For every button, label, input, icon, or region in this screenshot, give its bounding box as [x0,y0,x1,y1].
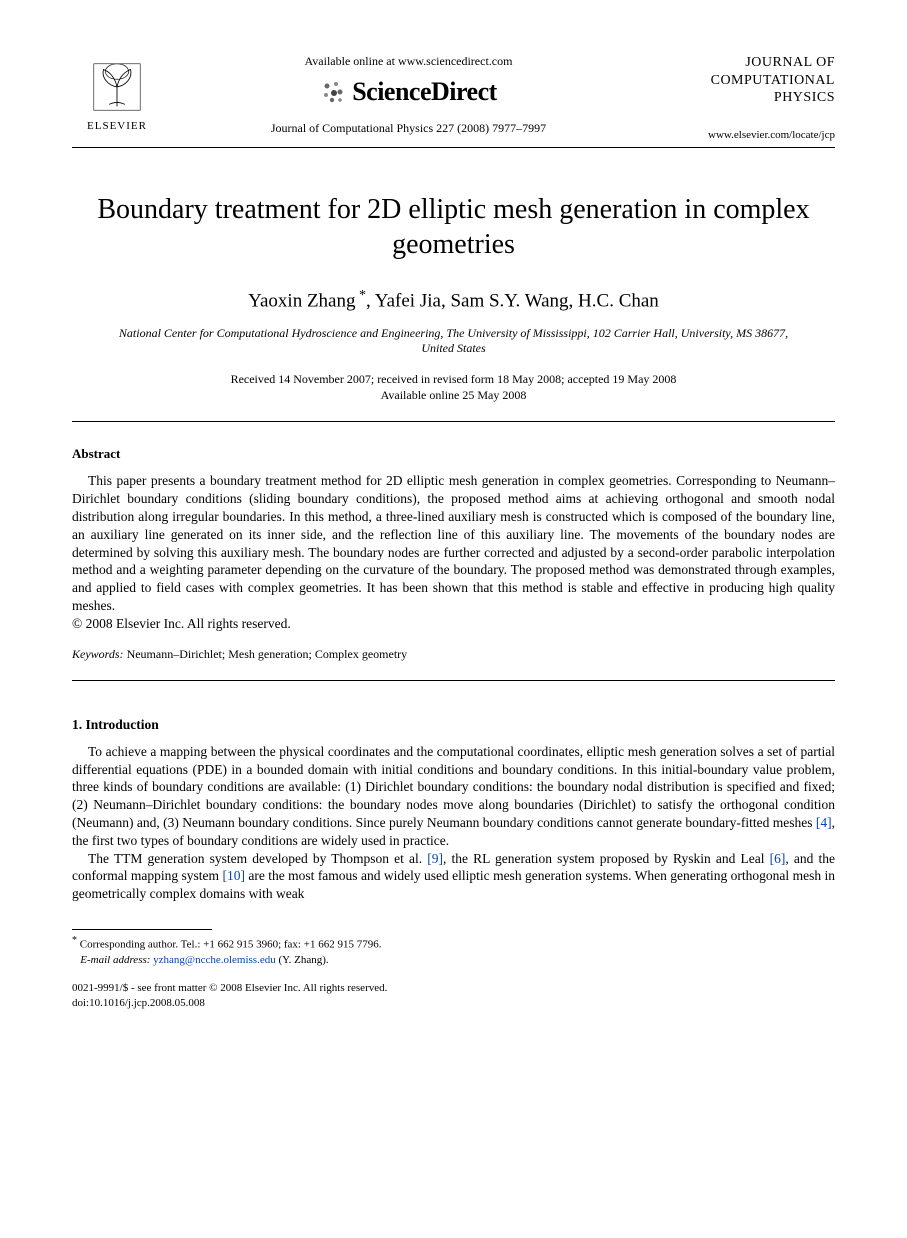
keywords-line: Keywords: Neumann–Dirichlet; Mesh genera… [72,647,835,662]
abstract-bottom-rule [72,680,835,681]
sciencedirect-logo: ScienceDirect [320,77,497,107]
affiliation: National Center for Computational Hydros… [72,326,835,357]
keywords-text: Neumann–Dirichlet; Mesh generation; Comp… [124,647,408,661]
footnote-rule [72,929,212,930]
journal-citation: Journal of Computational Physics 227 (20… [271,121,546,136]
intro-p2-a: The TTM generation system developed by T… [88,851,427,866]
intro-body: To achieve a mapping between the physica… [72,743,835,903]
abstract-text: This paper presents a boundary treatment… [72,473,835,613]
journal-name-line1: JOURNAL OF [655,54,835,72]
ref-4[interactable]: [4] [816,815,832,830]
keywords-label: Keywords: [72,647,124,661]
footnote-email-tail: (Y. Zhang). [276,954,329,966]
intro-para-1: To achieve a mapping between the physica… [72,743,835,850]
footnote-email-label: E-mail address: [80,954,150,966]
article-title: Boundary treatment for 2D elliptic mesh … [72,192,835,262]
footnote-corresponding: Corresponding author. Tel.: +1 662 915 3… [80,939,382,951]
ref-6[interactable]: [6] [770,851,786,866]
corresponding-asterisk: * [356,288,367,303]
elsevier-logo-block: ELSEVIER [72,48,162,132]
abstract-top-rule [72,421,835,422]
copyright-line: © 2008 Elsevier Inc. All rights reserved… [72,616,291,631]
dates-line2: Available online 25 May 2008 [381,388,527,402]
header-center: Available online at www.sciencedirect.co… [162,48,655,136]
header-right: JOURNAL OF COMPUTATIONAL PHYSICS www.els… [655,48,835,141]
elsevier-tree-icon [88,58,146,116]
ref-10[interactable]: [10] [222,868,245,883]
front-matter-block: 0021-9991/$ - see front matter © 2008 El… [72,981,835,1010]
intro-p2-b: , the RL generation system proposed by R… [443,851,770,866]
available-online-line: Available online at www.sciencedirect.co… [305,54,513,69]
author-list: Yaoxin Zhang *, Yafei Jia, Sam S.Y. Wang… [72,288,835,312]
article-dates: Received 14 November 2007; received in r… [72,371,835,403]
abstract-body: This paper presents a boundary treatment… [72,472,835,632]
journal-locator-url: www.elsevier.com/locate/jcp [655,129,835,141]
section-1-heading: 1. Introduction [72,717,835,733]
journal-name-line3: PHYSICS [655,89,835,107]
page-header: ELSEVIER Available online at www.science… [72,48,835,141]
journal-name-line2: COMPUTATIONAL [655,72,835,90]
elsevier-label: ELSEVIER [87,120,147,132]
abstract-heading: Abstract [72,446,835,462]
intro-para-2: The TTM generation system developed by T… [72,850,835,903]
footnote-asterisk: * [72,935,77,946]
front-matter-line: 0021-9991/$ - see front matter © 2008 El… [72,982,387,994]
footnote-block: * Corresponding author. Tel.: +1 662 915… [72,934,835,967]
doi-line: doi:10.1016/j.jcp.2008.05.008 [72,997,205,1009]
dates-line1: Received 14 November 2007; received in r… [231,372,677,386]
sciencedirect-burst-icon [320,79,346,105]
footnote-email-link[interactable]: yzhang@ncche.olemiss.edu [153,954,276,966]
intro-p1-a: To achieve a mapping between the physica… [72,744,835,830]
sciencedirect-wordmark: ScienceDirect [352,77,497,107]
header-rule [72,147,835,148]
ref-9[interactable]: [9] [427,851,443,866]
